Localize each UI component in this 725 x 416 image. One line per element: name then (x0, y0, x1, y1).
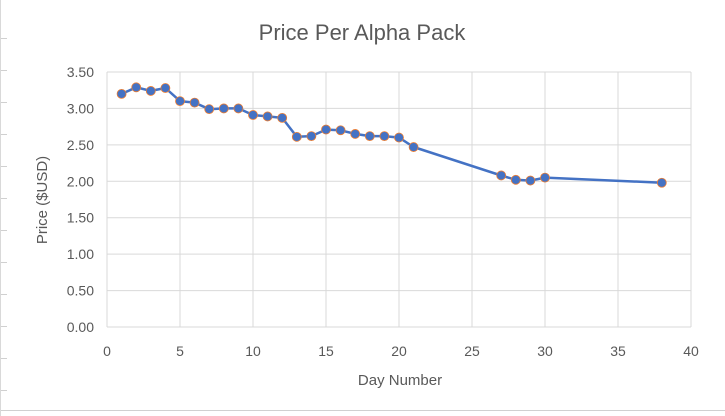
spreadsheet-row-lines (1, 0, 7, 416)
data-point (116, 88, 127, 99)
data-point (291, 131, 302, 142)
data-point (189, 97, 200, 108)
data-point (204, 104, 215, 115)
data-point (131, 82, 142, 93)
data-point (350, 129, 361, 139)
data-point (525, 175, 536, 186)
data-point (306, 131, 317, 142)
data-point (540, 172, 550, 183)
data-point (510, 174, 521, 185)
data-point (408, 142, 419, 152)
x-axis-title: Day Number (358, 372, 442, 389)
x-tick-label: 5 (176, 343, 184, 359)
y-tick-label: 3.50 (67, 64, 94, 80)
x-tick-label: 0 (103, 343, 111, 359)
data-point (364, 131, 375, 142)
y-tick-label: 2.00 (67, 173, 94, 189)
data-point (248, 110, 258, 120)
y-tick-label: 1.00 (67, 246, 94, 262)
x-tick-label: 15 (318, 343, 334, 359)
data-point (656, 177, 667, 188)
data-point (160, 83, 171, 93)
data-point (496, 170, 507, 181)
data-point (321, 124, 331, 135)
x-tick-label: 25 (464, 343, 480, 359)
y-tick-label: 2.50 (67, 137, 94, 153)
y-axis-title: Price ($USD) (34, 156, 51, 244)
y-tick-label: 0.00 (67, 319, 94, 335)
data-point (233, 103, 244, 114)
x-tick-label: 35 (610, 343, 626, 359)
y-tick-label: 0.50 (67, 283, 94, 299)
x-tick-labels: 0 5 10 15 20 25 30 35 40 (103, 343, 699, 359)
x-tick-label: 30 (537, 343, 553, 359)
data-point (262, 111, 273, 122)
chart-title: Price Per Alpha Pack (259, 20, 467, 45)
data-point (394, 132, 404, 143)
series-line (121, 86, 662, 184)
data-point (379, 131, 390, 142)
y-tick-label: 3.00 (67, 100, 94, 116)
series-price (116, 82, 667, 188)
data-point (175, 96, 185, 107)
x-tick-label: 20 (391, 343, 407, 359)
y-tick-label: 1.50 (67, 210, 94, 226)
x-tick-label: 10 (245, 343, 261, 359)
y-tick-labels: 0.00 0.50 1.00 1.50 2.00 2.50 3.00 3.50 (67, 64, 94, 335)
data-point (335, 125, 346, 136)
data-point (218, 103, 229, 114)
gridlines (106, 71, 692, 328)
x-tick-label: 40 (683, 343, 699, 359)
spreadsheet-bottom-line (1, 410, 725, 411)
data-point (277, 113, 288, 123)
data-point (145, 86, 156, 96)
